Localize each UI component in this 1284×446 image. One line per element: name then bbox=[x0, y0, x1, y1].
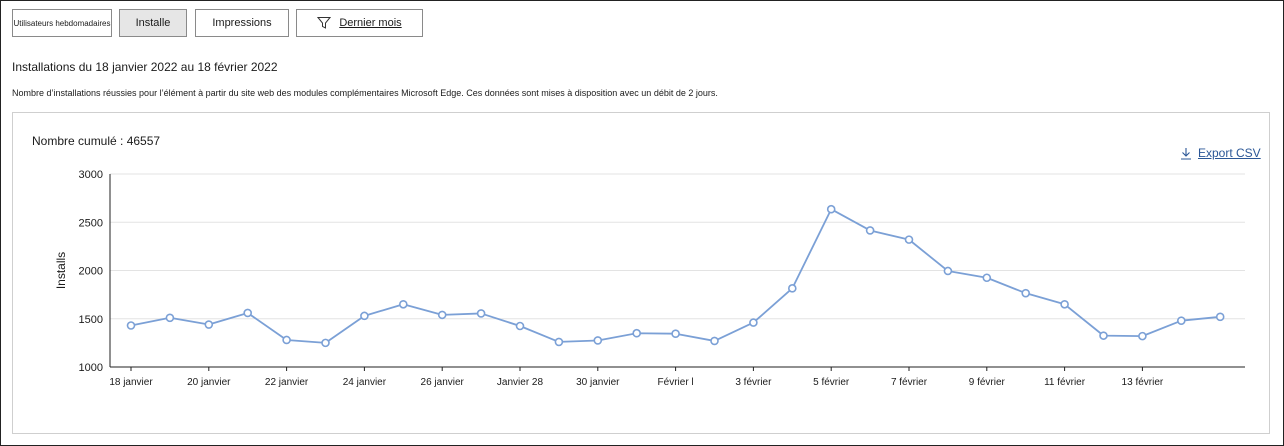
y-tick-label: 1500 bbox=[79, 314, 103, 326]
x-tick-label: 5 février bbox=[813, 377, 850, 388]
data-point bbox=[204, 320, 214, 329]
data-point bbox=[554, 337, 564, 347]
data-point bbox=[1021, 288, 1030, 298]
data-point bbox=[282, 335, 291, 345]
y-tick-label: 2500 bbox=[79, 217, 103, 229]
x-tick-label: 13 février bbox=[1122, 377, 1164, 388]
data-point bbox=[1177, 316, 1186, 325]
data-point bbox=[437, 310, 447, 320]
data-point bbox=[710, 336, 719, 346]
x-tick-label: 24 janvier bbox=[343, 377, 387, 388]
data-point bbox=[360, 311, 369, 321]
data-point bbox=[165, 313, 175, 323]
cumulative-count: Nombre cumulé : 46557 bbox=[32, 134, 161, 148]
data-point bbox=[1099, 331, 1108, 340]
chart-panel bbox=[12, 112, 1270, 434]
x-tick-label: 7 février bbox=[891, 377, 928, 388]
tab-weekly-users-label: Utilisateurs hebdomadaires bbox=[13, 18, 111, 28]
data-point bbox=[943, 266, 953, 276]
y-tick-label: 1000 bbox=[79, 362, 103, 374]
download-icon bbox=[1181, 147, 1191, 160]
data-point bbox=[982, 273, 992, 283]
data-point bbox=[126, 321, 136, 330]
data-point bbox=[321, 338, 330, 348]
y-axis-label: Installs bbox=[54, 252, 68, 289]
x-tick-label: 22 janvier bbox=[265, 377, 309, 388]
data-point bbox=[632, 328, 642, 338]
x-tick-label: 30 janvier bbox=[576, 377, 620, 388]
tab-impressions[interactable]: Impressions bbox=[195, 9, 289, 37]
x-tick-label: 18 janvier bbox=[109, 377, 153, 388]
date-range-heading: Installations du 18 janvier 2022 au 18 f… bbox=[12, 60, 278, 74]
data-point bbox=[826, 204, 836, 214]
data-point bbox=[1215, 312, 1225, 322]
data-point bbox=[593, 336, 603, 345]
data-point bbox=[515, 321, 525, 331]
data-point bbox=[749, 318, 758, 327]
data-point bbox=[671, 329, 680, 339]
date-filter-button[interactable]: Dernier mois bbox=[296, 9, 423, 37]
funnel-icon bbox=[317, 17, 332, 29]
x-tick-label: 3 février bbox=[735, 377, 772, 388]
export-csv-link[interactable]: Export CSV bbox=[1180, 146, 1261, 160]
data-point bbox=[904, 235, 914, 244]
tab-weekly-users[interactable]: Utilisateurs hebdomadaires bbox=[12, 9, 112, 37]
series-line-installs bbox=[130, 208, 1221, 344]
x-tick-label: 20 janvier bbox=[187, 377, 231, 388]
data-point bbox=[1138, 331, 1147, 341]
x-tick-label: 9 février bbox=[969, 377, 1006, 388]
data-point bbox=[476, 309, 486, 318]
data-point bbox=[398, 299, 408, 309]
chart-description: Nombre d’installations réussies pour l’é… bbox=[12, 88, 718, 98]
x-tick-label: Janvier 28 bbox=[497, 377, 544, 388]
x-tick-label: 11 février bbox=[1044, 377, 1086, 388]
date-filter-label: Dernier mois bbox=[339, 17, 402, 29]
data-point bbox=[865, 226, 875, 235]
tab-installs-label: Installe bbox=[135, 17, 171, 29]
data-point bbox=[243, 308, 252, 318]
x-tick-label: Février l bbox=[658, 377, 694, 388]
tab-installs[interactable]: Installe bbox=[119, 9, 187, 37]
data-point bbox=[787, 284, 797, 293]
tab-impressions-label: Impressions bbox=[212, 17, 272, 29]
y-tick-label: 2000 bbox=[79, 266, 103, 278]
y-tick-label: 3000 bbox=[79, 169, 103, 181]
x-tick-label: 26 janvier bbox=[421, 377, 465, 388]
data-point bbox=[1060, 299, 1069, 309]
export-csv-label: Export CSV bbox=[1198, 146, 1261, 160]
